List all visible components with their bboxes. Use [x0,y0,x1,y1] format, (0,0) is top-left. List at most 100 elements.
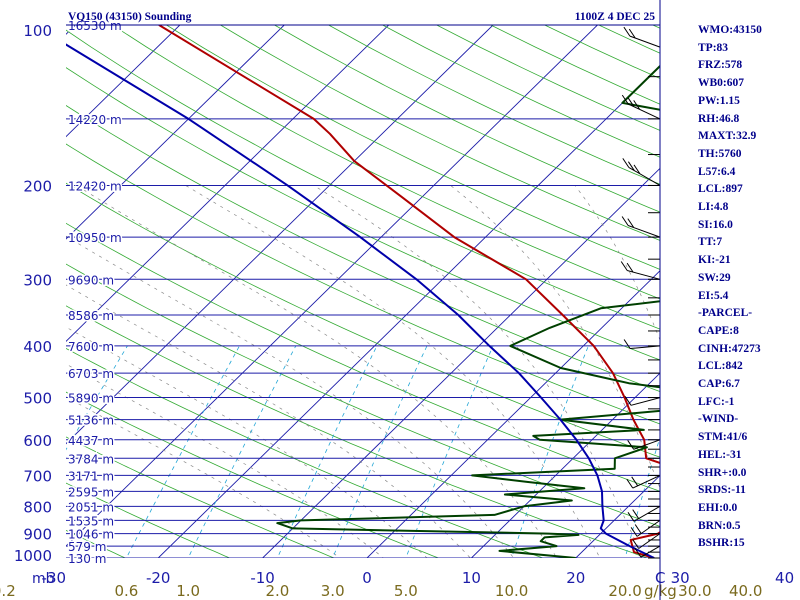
parcel-profile [66,43,655,558]
pressure-unit-label: mb [32,571,55,587]
mixing-ratio-line [187,345,297,558]
pressure-label: 1000 [14,547,52,565]
height-label: 14220 m [68,113,122,127]
stat-line: EI:5.4 [698,289,729,302]
dry-adiabat [66,529,127,558]
mixing-ratio-line [405,345,494,558]
pressure-label: 100 [23,22,52,40]
stat-line: TT:7 [698,236,723,249]
stat-line: PW:1.15 [698,94,740,107]
height-label: 3784 m [68,452,114,466]
height-label: 579 m [68,540,106,554]
mixing-ratio-label: 40.0 [729,582,762,600]
temperature-tick-label: 40 [775,569,794,587]
moist-adiabat [66,284,471,558]
stat-line: BRN:0.5 [698,519,741,532]
dry-adiabat [66,105,660,393]
isotherm [66,25,494,445]
stat-line: EHI:0.0 [698,501,738,514]
isotherm [66,25,181,138]
wind-barb [624,396,661,406]
dry-adiabat [66,67,660,361]
stat-line: TP:83 [698,41,729,54]
stat-line: KI:-21 [698,254,731,267]
stat-line: L57:6.4 [698,165,736,178]
wind-barb [627,505,661,522]
temperature-tick-label: 0 [362,569,372,587]
wind-barb [630,519,661,537]
temperature-tick-label: -20 [146,569,171,587]
moist-adiabat [76,185,558,558]
mixing-ratio-label: 0.6 [114,582,138,600]
mixing-ratio-label: 0.2 [0,582,16,600]
stat-line: BSHR:15 [698,537,745,550]
height-label: 3171 m [68,469,114,483]
pressure-label: 700 [23,467,52,485]
stat-line: SHR+:0.0 [698,466,747,479]
isotherm [66,25,389,342]
dewpoint-profile [276,64,660,558]
height-label: 9690 m [68,273,114,287]
stats-panel: WMO:43150 TP:83 FRZ:578 WB0:607 PW:1.15 RH:46… [698,22,798,553]
mixing-ratio-label: 20.0 [608,582,641,600]
temperature-tick-label: 30 [671,569,690,587]
stat-line: LI:4.8 [698,201,729,214]
wind-barb [621,216,661,238]
isotherm [262,167,660,558]
temperature-profile [158,25,660,558]
mixing-ratio-label: 30.0 [678,582,711,600]
wind-barb [634,545,661,558]
dry-adiabat [66,305,649,558]
stat-line: FRZ:578 [698,59,743,72]
height-label: 1535 m [68,514,114,528]
isotherm [471,372,660,558]
height-label: 8586 m [68,309,114,323]
wind-barb [626,474,661,489]
stat-line: LCL:897 [698,183,743,196]
height-label: 6703 m [68,367,114,381]
height-label: 2595 m [68,485,114,499]
pressure-label: 200 [23,177,52,195]
stat-line: WMO:43150 [698,24,762,36]
dry-adiabat [66,29,660,330]
dry-adiabat [66,263,660,527]
height-label: 4437 m [68,434,114,448]
moist-adiabat [66,235,515,558]
height-label: 1046 m [68,528,114,542]
stat-line: -PARCEL- [698,307,753,320]
wind-barb [621,94,661,120]
moist-adiabat [185,185,601,558]
temperature-tick-label: -10 [250,569,275,587]
mixing-ratio-line [125,345,240,558]
mixing-ratio-line [276,345,378,558]
moist-adiabat [66,396,341,558]
stat-line: MAXT:32.9 [698,130,757,143]
mixing-ratio-line [332,345,428,558]
mixing-ratio-label: 2.0 [265,582,289,600]
pressure-label: 400 [23,338,52,356]
moist-adiabat [574,185,660,341]
mixing-ratio-line [624,436,660,558]
temperature-tick-label: -30 [42,569,67,587]
stat-line: CINH:47273 [698,342,761,355]
isotherm [66,25,598,547]
height-label: 16530 m [68,19,122,33]
stat-line: CAPE:8 [698,324,739,337]
height-label: 2051 m [68,500,114,514]
dry-adiabat [66,436,336,558]
stat-line: SRDS:-11 [698,484,746,497]
stat-line: TH:5760 [698,147,742,160]
stat-line: SI:16.0 [698,218,733,231]
dry-adiabat [66,482,231,558]
height-label: 130 m [68,552,106,566]
pressure-label: 600 [23,432,52,450]
temperature-tick-label: 20 [566,569,585,587]
stat-line: CAP:6.7 [698,378,740,391]
wind-barb [632,533,661,549]
mixing-ratio-line [66,345,128,451]
stat-line: SW:29 [698,271,731,284]
height-label: 7600 m [68,340,114,354]
stat-line: RH:46.8 [698,112,740,125]
stat-line: HEL:-31 [698,448,742,461]
